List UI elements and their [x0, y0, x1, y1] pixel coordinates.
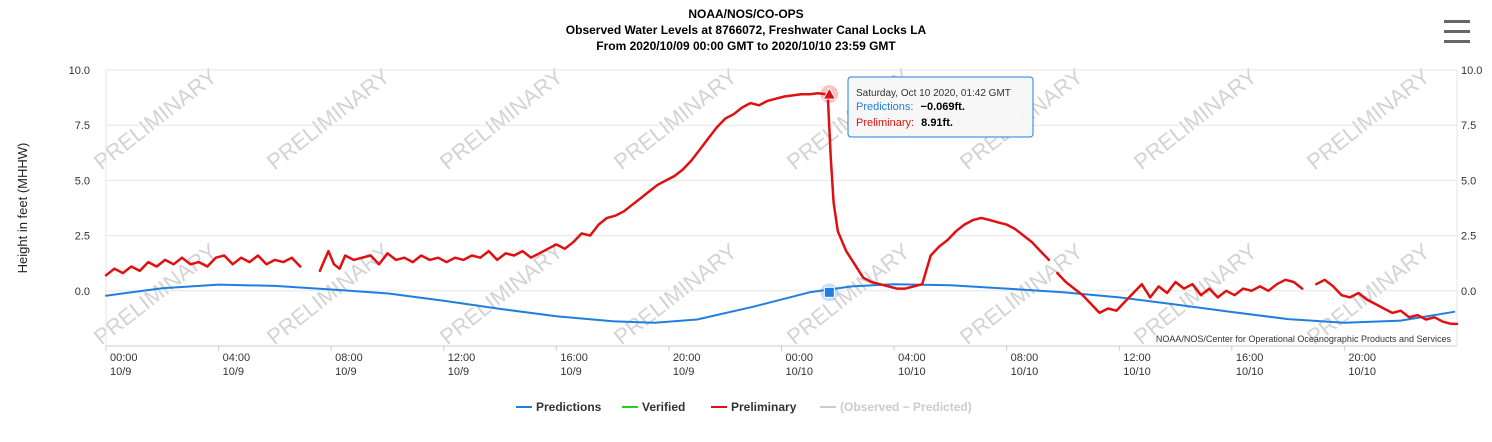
x-tick-date-1: 10/9: [223, 366, 244, 378]
preliminary-watermarks: PRELIMINARY PRELIMINARY PRELIMINARY PRELIMI…: [89, 63, 1435, 349]
watermark-bottom-1: PRELIMINARY: [89, 238, 222, 349]
watermark-bottom-2: PRELIMINARY: [262, 238, 395, 349]
credits-text: NOAA/NOS/Center for Operational Oceanogr…: [1156, 334, 1452, 344]
title-line-3: From 2020/10/09 00:00 GMT to 2020/10/10 …: [596, 39, 896, 53]
hover-markers: [820, 85, 839, 302]
y-axis-right-ticks: 0.0 2.5 5.0 7.5 10.0: [1461, 65, 1482, 298]
y-tick-right-1: 2.5: [1461, 231, 1476, 243]
preliminary-line-1: [104, 254, 302, 277]
x-tick-date-0: 10/9: [110, 366, 131, 378]
hamburger-menu-icon[interactable]: [1440, 15, 1474, 47]
x-tick-time-5: 20:00: [673, 352, 701, 364]
legend-item-observed-predicted[interactable]: (Observed − Predicted): [820, 400, 972, 414]
x-tick-date-4: 10/9: [560, 366, 581, 378]
y-tick-right-4: 10.0: [1461, 65, 1482, 77]
watermark-top-8: PRELIMINARY: [1302, 63, 1435, 174]
x-tick-time-6: 00:00: [786, 352, 814, 364]
watermark-top-1: PRELIMINARY: [89, 63, 222, 174]
legend-label-predictions: Predictions: [536, 400, 602, 414]
tooltip-predictions-value: −0.069ft.: [921, 101, 965, 113]
y-tick-left-0: 0.0: [75, 286, 90, 298]
y-tick-left-4: 10.0: [69, 65, 90, 77]
watermark-top-3: PRELIMINARY: [435, 63, 568, 174]
x-tick-time-2: 08:00: [335, 352, 363, 364]
preliminary-line-4: [1315, 278, 1459, 326]
x-tick-date-6: 10/10: [786, 366, 814, 378]
predictions-marker: [823, 286, 835, 298]
title-line-1: NOAA/NOS/CO-OPS: [688, 7, 803, 21]
watermark-top-7: PRELIMINARY: [1129, 63, 1262, 174]
y-tick-right-2: 5.0: [1461, 175, 1476, 187]
chart-legend: Predictions Verified Preliminary (Observed …: [516, 400, 972, 414]
x-tick-time-8: 08:00: [1011, 352, 1039, 364]
x-tick-date-9: 10/10: [1123, 366, 1151, 378]
preliminary-marker: [822, 87, 837, 100]
watermark-bottom-4: PRELIMINARY: [609, 238, 742, 349]
legend-label-observed-predicted: (Observed − Predicted): [840, 400, 972, 414]
hover-tooltip: Saturday, Oct 10 2020, 01:42 GMT Predict…: [847, 76, 1034, 138]
x-tick-date-8: 10/10: [1011, 366, 1039, 378]
tooltip-preliminary-row: Preliminary: 8.91ft.: [856, 117, 953, 129]
preliminary-line-2: [318, 91, 1051, 290]
y-tick-left-3: 7.5: [75, 120, 90, 132]
tooltip-preliminary-value: 8.91ft.: [921, 117, 953, 129]
watermark-top-2: PRELIMINARY: [262, 63, 395, 174]
x-tick-time-7: 04:00: [898, 352, 926, 364]
y-axis-left-ticks: 0.0 2.5 5.0 7.5 10.0: [69, 65, 90, 298]
x-tick-time-1: 04:00: [223, 352, 251, 364]
tooltip-time: Saturday, Oct 10 2020, 01:42 GMT: [856, 88, 1011, 99]
tooltip-preliminary-label: Preliminary:: [856, 117, 914, 129]
x-tick-time-9: 12:00: [1123, 352, 1151, 364]
x-tick-time-10: 16:00: [1236, 352, 1264, 364]
series-lines: [104, 91, 1459, 326]
x-tick-time-0: 00:00: [110, 352, 138, 364]
y-tick-left-1: 2.5: [75, 231, 90, 243]
x-tick-date-7: 10/10: [898, 366, 926, 378]
x-tick-date-11: 10/10: [1348, 366, 1376, 378]
x-tick-date-3: 10/9: [448, 366, 469, 378]
legend-label-verified: Verified: [642, 400, 685, 414]
x-axis-ticks: 00:00 10/9 04:00 10/9 08:00 10/9 12:00 10/9 16:0…: [105, 346, 1376, 378]
watermark-top-4: PRELIMINARY: [609, 63, 742, 174]
y-tick-right-0: 0.0: [1461, 286, 1476, 298]
watermark-bottom-6: PRELIMINARY: [955, 238, 1088, 349]
legend-item-verified[interactable]: Verified: [622, 400, 685, 414]
y-axis-label: Height in feet (MHHW): [15, 143, 30, 274]
legend-item-preliminary[interactable]: Preliminary: [711, 400, 797, 414]
preliminary-line-3: [1056, 271, 1304, 315]
x-tick-date-10: 10/10: [1236, 366, 1264, 378]
watermark-bottom-8: PRELIMINARY: [1302, 238, 1435, 349]
x-tick-time-3: 12:00: [448, 352, 476, 364]
x-tick-time-11: 20:00: [1348, 352, 1376, 364]
title-line-2: Observed Water Levels at 8766072, Freshw…: [566, 23, 927, 37]
x-tick-date-5: 10/9: [673, 366, 694, 378]
tooltip-predictions-row: Predictions: −0.069ft.: [856, 101, 965, 113]
chart-title: NOAA/NOS/CO-OPS Observed Water Levels at…: [566, 7, 927, 53]
predictions-line-1: [105, 283, 1456, 324]
x-tick-date-2: 10/9: [335, 366, 356, 378]
y-tick-right-3: 7.5: [1461, 120, 1476, 132]
tooltip-predictions-label: Predictions:: [856, 101, 913, 113]
tooltip-box: [847, 76, 1034, 138]
y-tick-left-2: 5.0: [75, 175, 90, 187]
x-tick-time-4: 16:00: [560, 352, 588, 364]
legend-label-preliminary: Preliminary: [731, 400, 797, 414]
legend-item-predictions[interactable]: Predictions: [516, 400, 602, 414]
